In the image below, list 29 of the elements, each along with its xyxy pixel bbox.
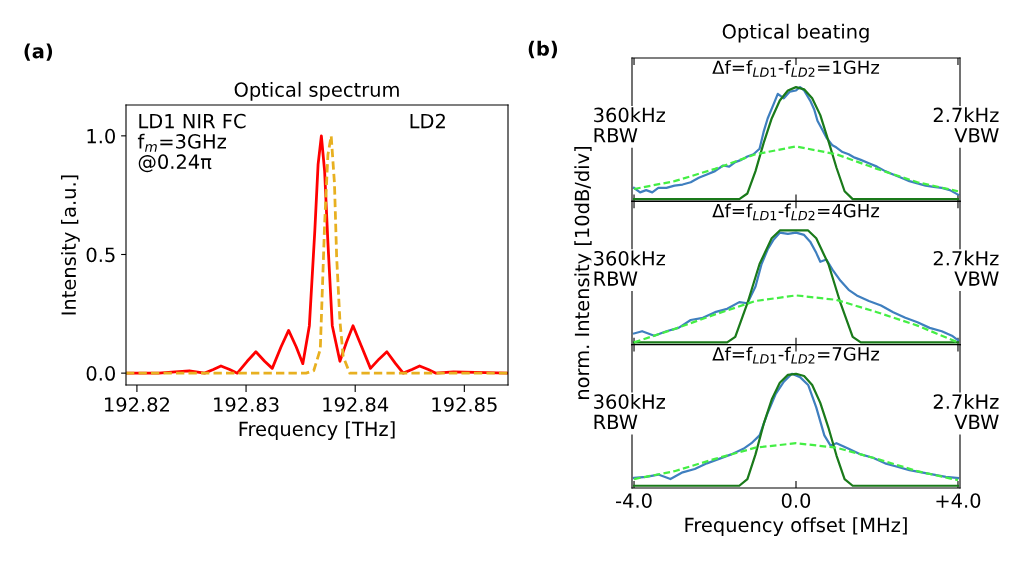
x-axis-title: Frequency offset [MHz] [685, 517, 907, 537]
chart-subtitle: Δf=f$_{LD1}$-f$_{LD2}$=7GHz [712, 346, 880, 364]
annotation: 360kHz RBW [594, 107, 665, 143]
chart-title: Optical spectrum [234, 81, 399, 101]
annotation: 2.7kHz VBW [933, 107, 999, 143]
annotation: 2.7kHz VBW [933, 393, 999, 429]
x-tick-label: +4.0 [936, 493, 981, 508]
text: (b) [528, 40, 558, 59]
y-tick-label: 1.0 [87, 128, 115, 144]
x-tick-label: 192.84 [323, 397, 389, 412]
annotation: 360kHz RBW [594, 393, 665, 429]
x-axis-title: Frequency [THz] [239, 421, 395, 440]
y-axis-title: Intensity [a.u.] [60, 175, 80, 315]
annotation: 360kHz RBW [594, 250, 665, 286]
chart-title: Optical beating [722, 23, 869, 43]
x-tick-label: 192.85 [432, 397, 497, 412]
x-tick-label: 0.0 [781, 493, 811, 508]
chart-subtitle: Δf=f$_{LD1}$-f$_{LD2}$=4GHz [712, 203, 880, 221]
x-tick-label: -4.0 [616, 493, 652, 508]
annotation: LD2 [410, 113, 445, 129]
x-tick-label: 192.82 [105, 397, 169, 412]
y-tick-label: 0.0 [86, 366, 115, 381]
annotation: LD1 NIR FC f$_{m}$=3GHz @0.24π [137, 113, 246, 173]
y-axis-title: norm. Intensity [10dB/div] [574, 146, 594, 399]
text: (a) [24, 43, 53, 61]
y-tick-label: 0.5 [86, 247, 115, 263]
x-tick-label: 192.83 [214, 397, 279, 412]
annotation: 2.7kHz VBW [933, 250, 999, 286]
chart-subtitle: Δf=f$_{LD1}$-f$_{LD2}$=1GHz [712, 60, 880, 77]
